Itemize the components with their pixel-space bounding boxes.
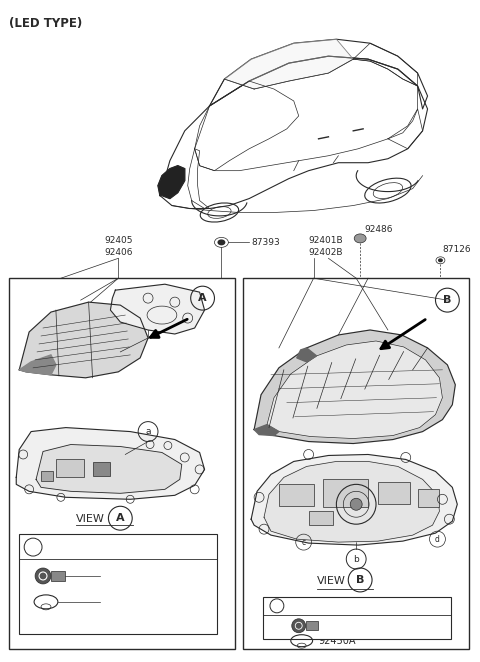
Polygon shape	[267, 341, 443, 438]
Polygon shape	[254, 330, 456, 444]
FancyBboxPatch shape	[93, 463, 110, 477]
Text: 92451A: 92451A	[104, 571, 141, 581]
Text: 92406: 92406	[104, 248, 132, 258]
Circle shape	[35, 568, 51, 584]
Text: b: b	[353, 555, 359, 563]
FancyBboxPatch shape	[418, 489, 440, 507]
Text: B: B	[443, 295, 452, 305]
Text: 87393: 87393	[251, 238, 280, 247]
Ellipse shape	[438, 258, 443, 262]
Polygon shape	[264, 461, 440, 542]
FancyBboxPatch shape	[309, 511, 334, 525]
FancyBboxPatch shape	[378, 483, 410, 504]
Ellipse shape	[217, 240, 226, 246]
Polygon shape	[36, 444, 182, 493]
Text: d: d	[435, 535, 440, 544]
FancyBboxPatch shape	[9, 278, 235, 649]
Polygon shape	[16, 428, 204, 499]
FancyBboxPatch shape	[19, 534, 217, 634]
FancyBboxPatch shape	[41, 471, 53, 481]
Text: 92450A: 92450A	[319, 636, 356, 645]
Text: 92405: 92405	[104, 236, 132, 246]
Polygon shape	[19, 355, 56, 375]
Text: (LED TYPE): (LED TYPE)	[9, 17, 83, 30]
FancyBboxPatch shape	[279, 485, 313, 506]
Ellipse shape	[354, 234, 366, 243]
FancyBboxPatch shape	[306, 621, 318, 630]
Text: a: a	[145, 427, 151, 436]
Polygon shape	[110, 284, 204, 334]
Text: 92486: 92486	[364, 226, 393, 234]
Polygon shape	[254, 424, 279, 436]
Text: 87126: 87126	[443, 246, 471, 254]
FancyBboxPatch shape	[324, 479, 368, 507]
Text: B: B	[356, 575, 364, 585]
Text: b: b	[274, 601, 279, 610]
Polygon shape	[19, 302, 148, 378]
Text: 18643P: 18643P	[104, 597, 140, 607]
Polygon shape	[158, 166, 185, 199]
Circle shape	[292, 619, 306, 633]
Text: VIEW: VIEW	[316, 576, 346, 586]
Polygon shape	[251, 455, 457, 545]
Text: 92401B: 92401B	[309, 236, 343, 246]
Polygon shape	[297, 348, 316, 362]
FancyBboxPatch shape	[263, 597, 451, 639]
Text: 18642G: 18642G	[271, 620, 309, 630]
Text: a: a	[30, 543, 36, 551]
FancyBboxPatch shape	[51, 571, 65, 581]
Polygon shape	[224, 39, 353, 89]
Text: VIEW: VIEW	[76, 514, 105, 524]
Circle shape	[350, 498, 362, 510]
FancyBboxPatch shape	[56, 459, 84, 477]
Text: c: c	[301, 538, 306, 547]
Text: 92402B: 92402B	[309, 248, 343, 258]
Text: A: A	[116, 513, 125, 523]
FancyBboxPatch shape	[243, 278, 469, 649]
Text: A: A	[198, 293, 207, 303]
